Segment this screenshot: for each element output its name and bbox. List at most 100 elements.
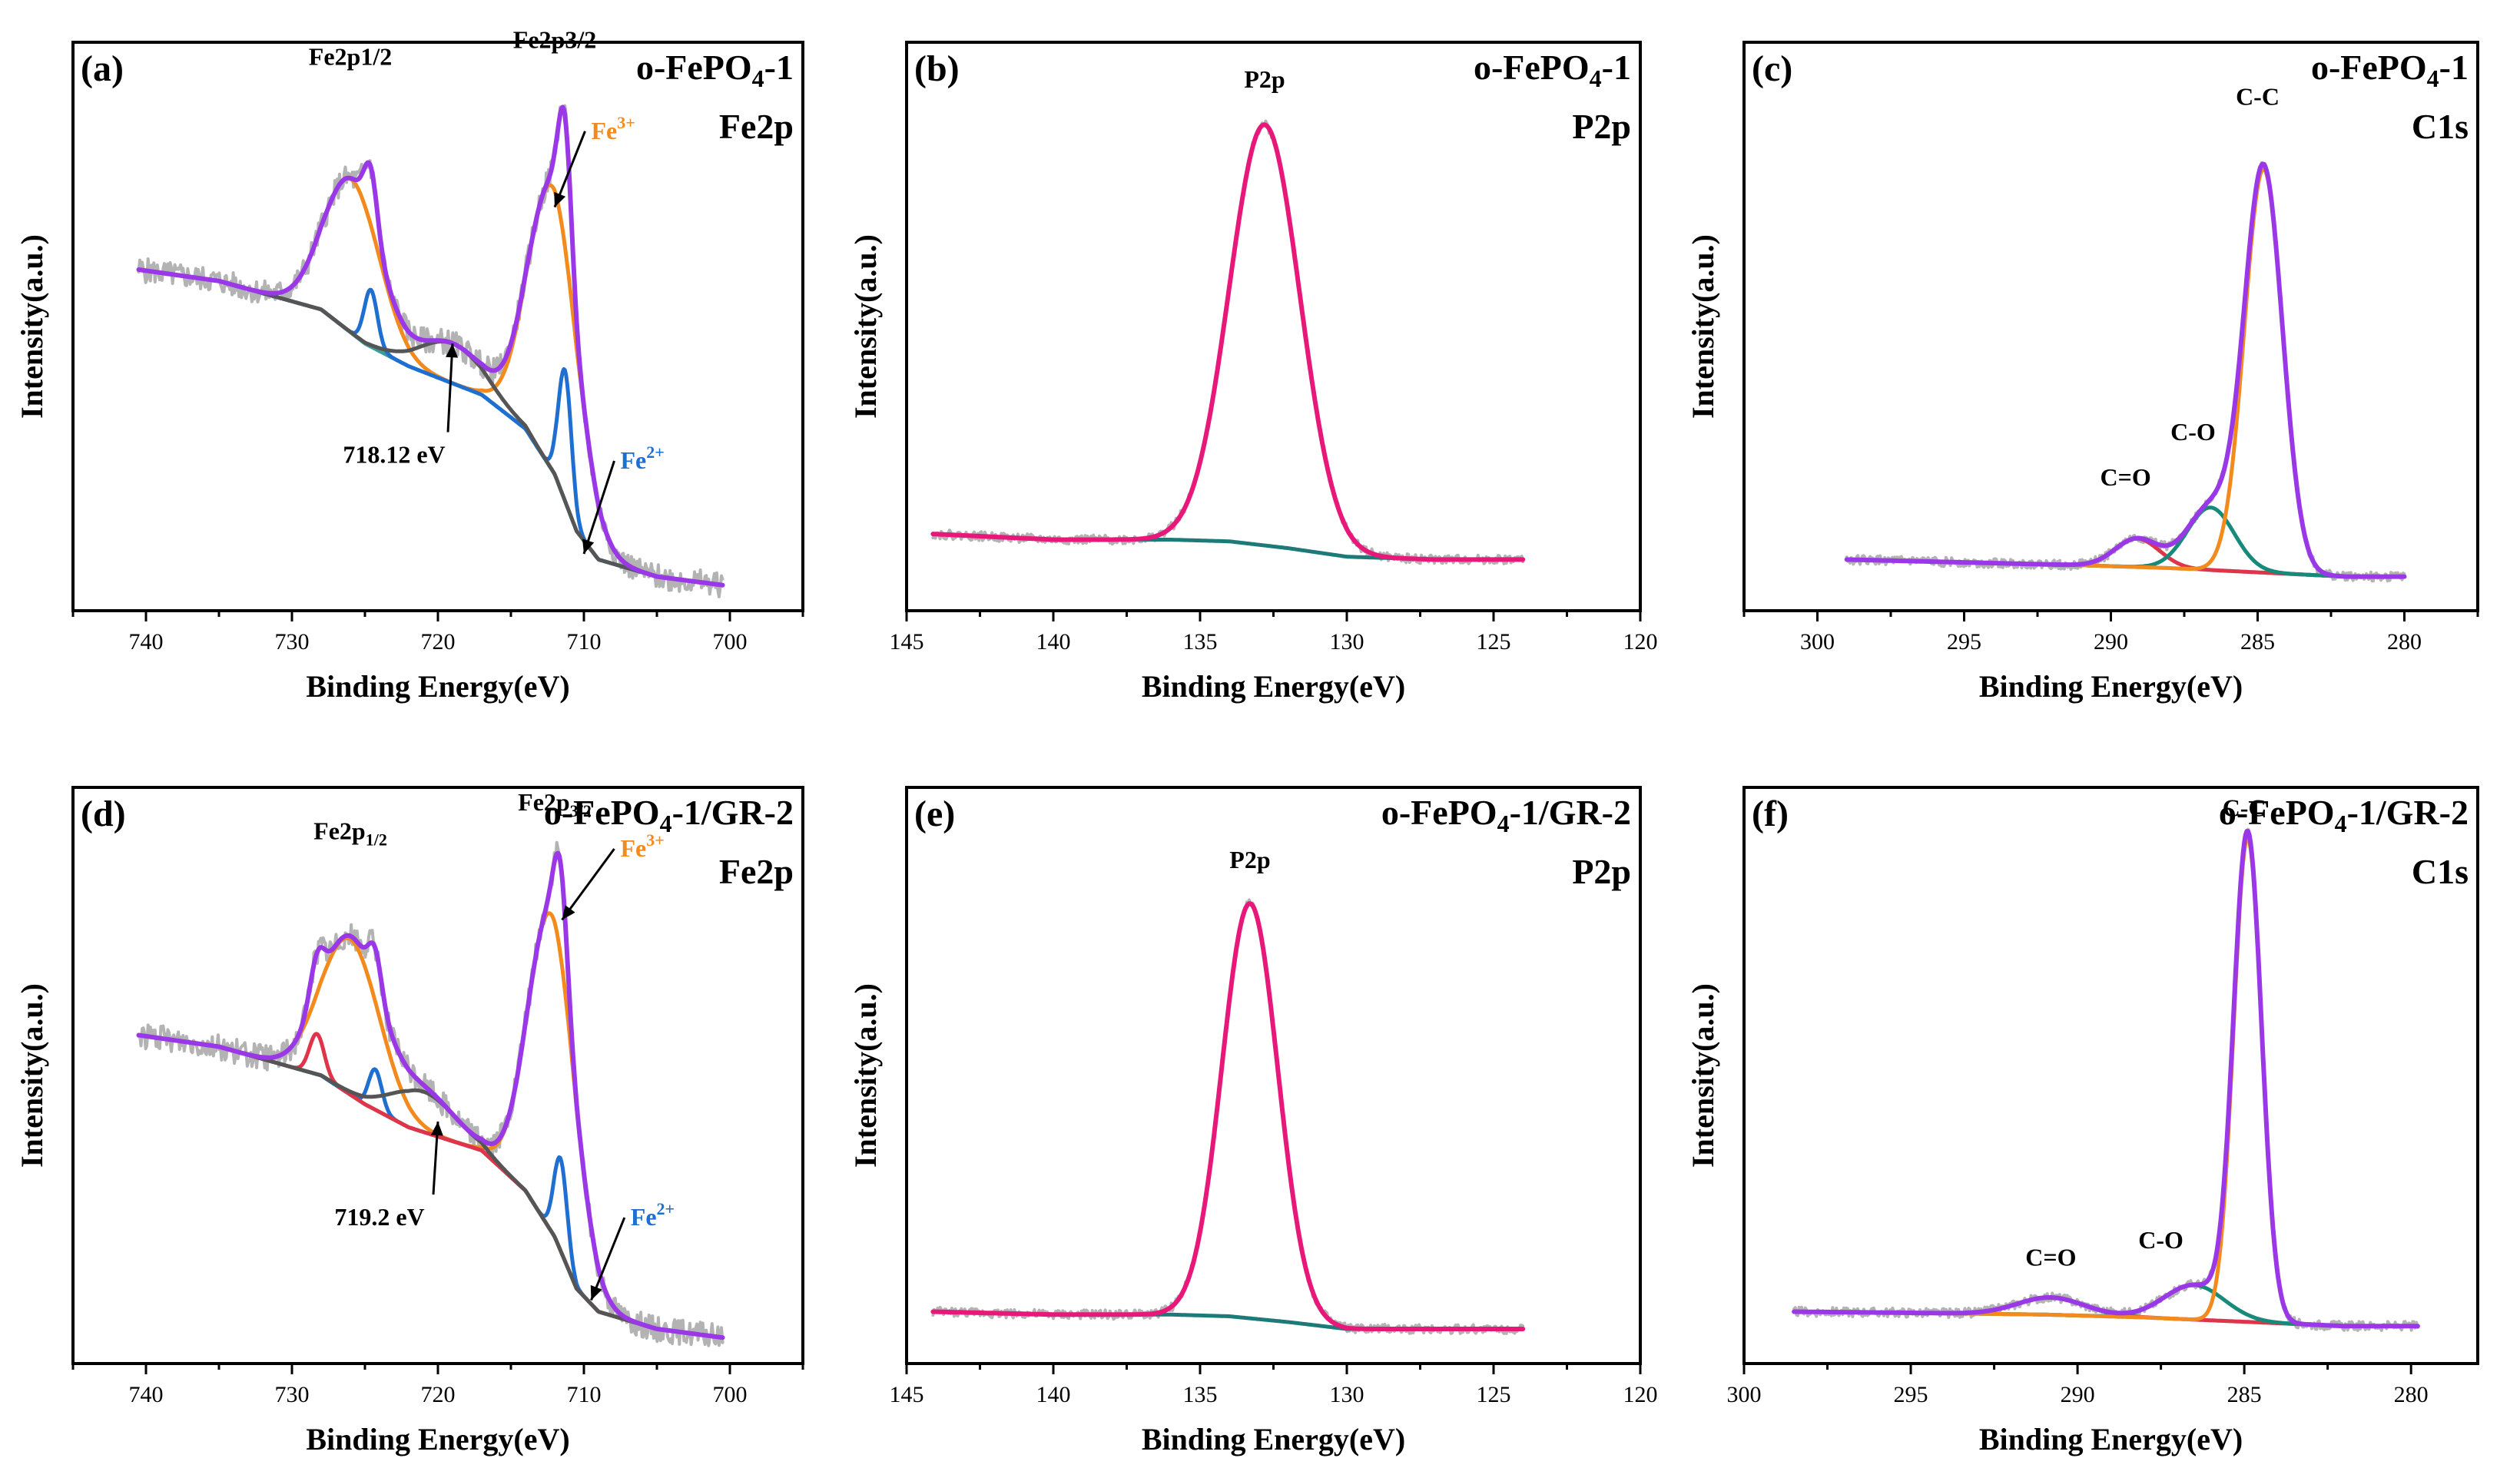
x-tick-label: 140 [1036, 1382, 1071, 1407]
x-tick-label: 285 [2227, 1382, 2262, 1407]
component-p2p [930, 901, 1525, 1331]
annotation-arrow [582, 460, 615, 555]
annotation-label: Fe2+ [621, 442, 665, 474]
core-level-label: P2p [1572, 107, 1631, 146]
sample-title: o-FePO4-1/GR-2 [1381, 793, 1631, 837]
y-axis-label: Intensity(a.u.) [848, 234, 883, 419]
component-fe3- [137, 911, 724, 1340]
sample-title: o-FePO4-1 [636, 48, 794, 92]
y-axis-label: Intensity(a.u.) [15, 983, 49, 1168]
x-tick-label: 290 [2061, 1382, 2095, 1407]
peak-label: C-C [2236, 82, 2280, 110]
component-fe2- [137, 267, 724, 588]
x-tick-label: 120 [1623, 1382, 1658, 1407]
x-axis-label: Binding Energy(eV) [306, 1422, 569, 1456]
fit-envelope [1792, 829, 2420, 1329]
plot-frame [905, 786, 1642, 1365]
x-tick-label: 740 [129, 629, 164, 654]
x-axis-label: Binding Energy(eV) [1979, 669, 2243, 704]
component-c-c [1792, 836, 2420, 1328]
sample-title: o-FePO4-1/GR-2 [2219, 793, 2469, 837]
panel-e: 145 140 135 130 125 120 Binding Energy(eV) Inte… [848, 786, 1658, 1456]
peak-label: Fe2p1/2 [313, 817, 387, 850]
panel-label: (a) [81, 48, 124, 89]
sample-title: o-FePO4-1/GR-2 [544, 793, 794, 837]
raw-spectrum [931, 119, 1525, 565]
annotation-arrow [590, 1217, 626, 1301]
arrow-head [446, 343, 459, 358]
annotation-label: Fe2+ [631, 1199, 675, 1231]
plot-frame [71, 41, 804, 612]
x-axis-label: Binding Energy(eV) [1142, 669, 1405, 704]
y-axis-label: Intensity(a.u.) [1686, 234, 1720, 419]
plot-frame [71, 786, 804, 1365]
x-tick-label: 295 [1894, 1382, 1928, 1407]
panel-label: (e) [914, 794, 955, 834]
component-c-c [1845, 167, 2406, 579]
arrow-head [590, 1284, 602, 1301]
peak-label: C-C [2223, 794, 2266, 822]
x-tick-label: 125 [1477, 1382, 1511, 1407]
raw-spectrum [1792, 827, 2419, 1332]
x-tick-label: 730 [275, 629, 310, 654]
x-tick-label: 300 [1800, 629, 1835, 654]
x-tick-label: 145 [890, 1382, 924, 1407]
plot-frame [905, 41, 1642, 612]
peak-label: P2p [1229, 846, 1270, 873]
x-tick-label: 120 [1623, 629, 1658, 654]
component-c-o [1792, 1283, 2420, 1328]
annotation-label: Fe3+ [592, 113, 635, 144]
x-tick-label: 710 [567, 1382, 602, 1407]
y-axis-label: Intensity(a.u.) [15, 234, 49, 419]
core-level-label: P2p [1572, 852, 1631, 891]
panel-label: (d) [81, 794, 126, 834]
x-axis-label: Binding Energy(eV) [1979, 1422, 2243, 1456]
x-tick-label: 295 [1947, 629, 1981, 654]
core-level-label: Fe2p [719, 852, 794, 891]
arrow-head [562, 905, 575, 920]
x-tick-label: 300 [1727, 1382, 1762, 1407]
component-satellite [137, 267, 724, 588]
background-line [137, 267, 724, 588]
x-tick-label: 145 [890, 629, 924, 654]
fit-envelope [930, 122, 1526, 562]
fit-envelope [136, 850, 725, 1340]
peak-label: Fe2p3/2 [518, 788, 592, 820]
panel-label: (b) [914, 48, 960, 89]
panel-c: 300 295 290 285 280 Binding Energy(eV) Intensi… [1686, 41, 2479, 704]
arrow-head [582, 539, 595, 554]
peak-label: C-O [2138, 1226, 2183, 1254]
x-tick-label: 125 [1477, 629, 1511, 654]
raw-spectrum [137, 104, 724, 598]
peak-label: C=O [2025, 1244, 2076, 1271]
x-axis-label: Binding Energy(eV) [306, 669, 569, 704]
arrow-head [554, 191, 566, 207]
x-tick-label: 700 [713, 629, 748, 654]
arrow-head [430, 1122, 443, 1136]
core-level-label: C1s [2412, 107, 2469, 146]
plot-frame [1742, 41, 2479, 612]
x-tick-label: 135 [1183, 629, 1218, 654]
annotation-label: 718.12 eV [343, 441, 445, 469]
y-axis-label: Intensity(a.u.) [848, 983, 883, 1168]
x-tick-label: 710 [567, 629, 602, 654]
x-tick-label: 280 [2394, 1382, 2429, 1407]
x-tick-label: 730 [275, 1382, 310, 1407]
panel-b: 145 140 135 130 125 120 Binding Energy(eV) Inte… [848, 41, 1658, 704]
x-tick-label: 135 [1183, 1382, 1218, 1407]
x-tick-label: 130 [1330, 629, 1364, 654]
x-tick-label: 280 [2387, 629, 2422, 654]
x-tick-label: 700 [713, 1382, 748, 1407]
annotation-label: Fe3+ [621, 830, 665, 862]
sample-title: o-FePO4-1 [2311, 48, 2469, 92]
x-tick-label: 140 [1036, 629, 1071, 654]
panel-f: 300 295 290 285 280 Binding Energy(eV) Intensi… [1686, 786, 2479, 1456]
component-p2p [930, 122, 1525, 562]
x-axis-label: Binding Energy(eV) [1142, 1422, 1405, 1456]
raw-spectrum [1845, 161, 2406, 583]
fit-envelope [136, 104, 725, 588]
plot-frame [1742, 786, 2479, 1365]
fit-envelope [930, 901, 1526, 1331]
panel-a: 740 730 720 710 700 Binding Energy(eV) Intensi… [15, 25, 804, 704]
